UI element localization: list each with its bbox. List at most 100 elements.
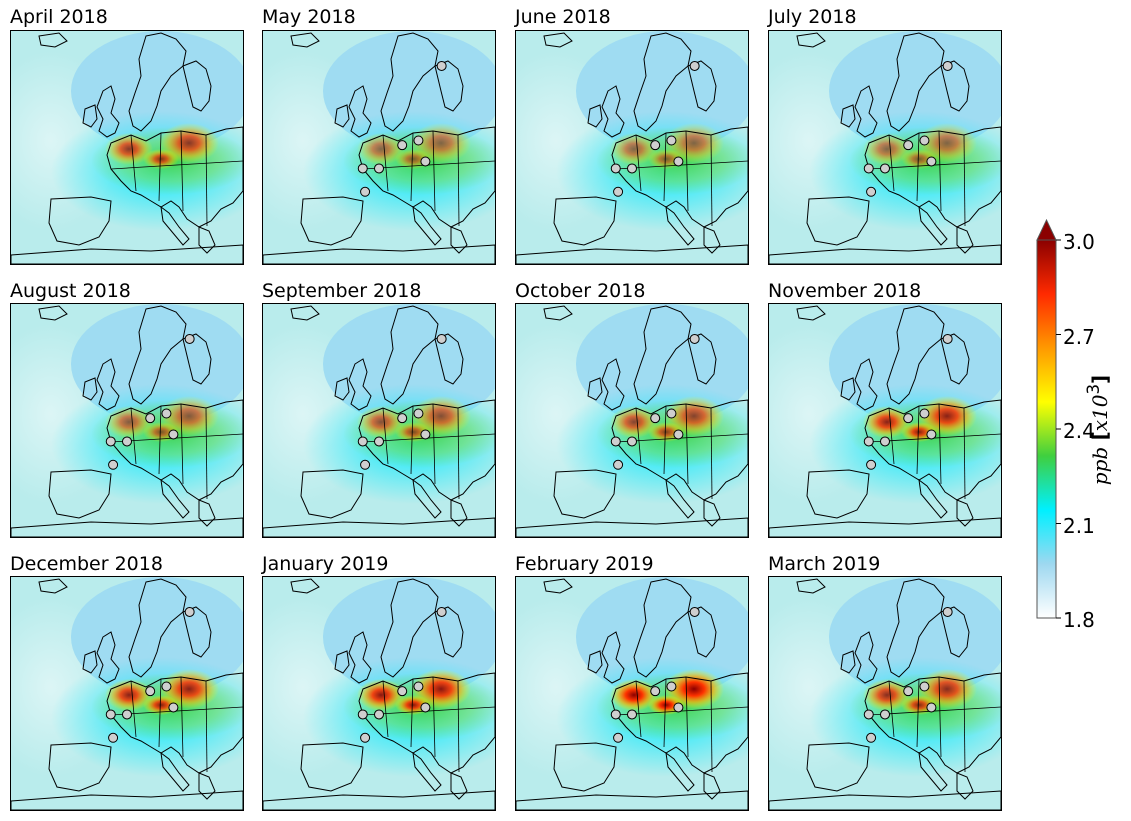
station-marker (880, 163, 890, 174)
coastline (348, 358, 372, 411)
panel-title: December 2018 (10, 553, 163, 575)
map-panel (262, 303, 496, 538)
coastline (82, 650, 98, 674)
coastline (611, 399, 748, 501)
map-canvas (263, 31, 495, 264)
coastline (412, 478, 442, 519)
station-marker (689, 60, 700, 71)
station-marker (919, 408, 930, 419)
coastline (687, 606, 717, 658)
country-border (868, 160, 1001, 170)
country-border (963, 680, 966, 773)
map-panel (768, 576, 1002, 811)
coastline (769, 517, 1001, 537)
coastline (665, 205, 695, 246)
station-marker (673, 702, 684, 713)
coastline (611, 126, 748, 228)
coastline (956, 226, 974, 254)
map-panel (262, 576, 496, 811)
coastline (516, 517, 748, 537)
coastline (300, 469, 364, 519)
station-marker (919, 135, 930, 146)
country-border (615, 706, 748, 716)
country-border (916, 678, 920, 748)
station-marker (413, 681, 424, 692)
station-marker (161, 408, 172, 419)
coastline (11, 244, 243, 264)
station-marker (666, 135, 677, 146)
station-marker (184, 333, 195, 344)
country-border (158, 405, 162, 475)
station-marker (866, 459, 877, 470)
country-border (663, 678, 667, 748)
coastline (96, 631, 120, 684)
coastline (516, 790, 748, 810)
station-marker (374, 163, 384, 174)
coastline (665, 751, 695, 792)
coastline (380, 305, 439, 405)
coastline (106, 399, 243, 501)
station-marker (161, 681, 172, 692)
coastline (840, 104, 856, 128)
panel-title: November 2018 (768, 280, 922, 302)
coastline (587, 104, 603, 128)
country-border (710, 680, 713, 773)
coastline (769, 244, 1001, 264)
coastline (601, 631, 625, 684)
panel-title: March 2019 (768, 553, 881, 575)
panel-title: May 2018 (262, 6, 356, 28)
coastline (769, 790, 1001, 810)
coastline (886, 32, 945, 132)
country-border (868, 706, 1001, 716)
coastline (796, 32, 826, 48)
coastline (182, 606, 212, 658)
map-canvas (769, 31, 1001, 264)
country-border (158, 132, 162, 202)
station-marker (666, 681, 677, 692)
colorbar (1036, 218, 1131, 628)
panel-title: January 2019 (262, 553, 389, 575)
coastline (553, 196, 617, 246)
coastline (796, 305, 826, 321)
country-border (685, 130, 689, 212)
hotspot-central (143, 149, 179, 169)
map-panel (10, 303, 244, 538)
station-marker (866, 732, 877, 743)
country-border (158, 678, 162, 748)
coastline (687, 333, 717, 385)
station-marker (610, 436, 621, 447)
station-marker (397, 140, 408, 151)
coastline (11, 790, 243, 810)
coastline (412, 205, 442, 246)
coastline (128, 305, 187, 405)
country-border (635, 134, 642, 192)
map-canvas (516, 31, 748, 264)
coastline (587, 377, 603, 401)
country-border (663, 132, 667, 202)
coastline (940, 333, 970, 385)
station-marker (613, 459, 624, 470)
station-marker (357, 709, 368, 720)
coastline (703, 499, 721, 527)
station-marker (360, 459, 371, 470)
map-canvas (516, 304, 748, 537)
station-marker (374, 436, 384, 447)
station-marker (610, 709, 621, 720)
station-marker (903, 140, 914, 151)
country-border (362, 160, 495, 170)
station-marker (919, 681, 930, 692)
coastline (806, 469, 870, 519)
coastline (334, 377, 350, 401)
coastline (940, 606, 970, 658)
country-border (868, 433, 1001, 443)
country-border (615, 433, 748, 443)
country-border (663, 405, 667, 475)
coastline (380, 578, 439, 678)
coastline (611, 672, 748, 774)
station-marker (627, 436, 637, 447)
coastline (48, 742, 112, 792)
coastline (106, 126, 243, 228)
map-canvas (769, 577, 1001, 810)
country-border (130, 407, 137, 465)
coastline (601, 358, 625, 411)
